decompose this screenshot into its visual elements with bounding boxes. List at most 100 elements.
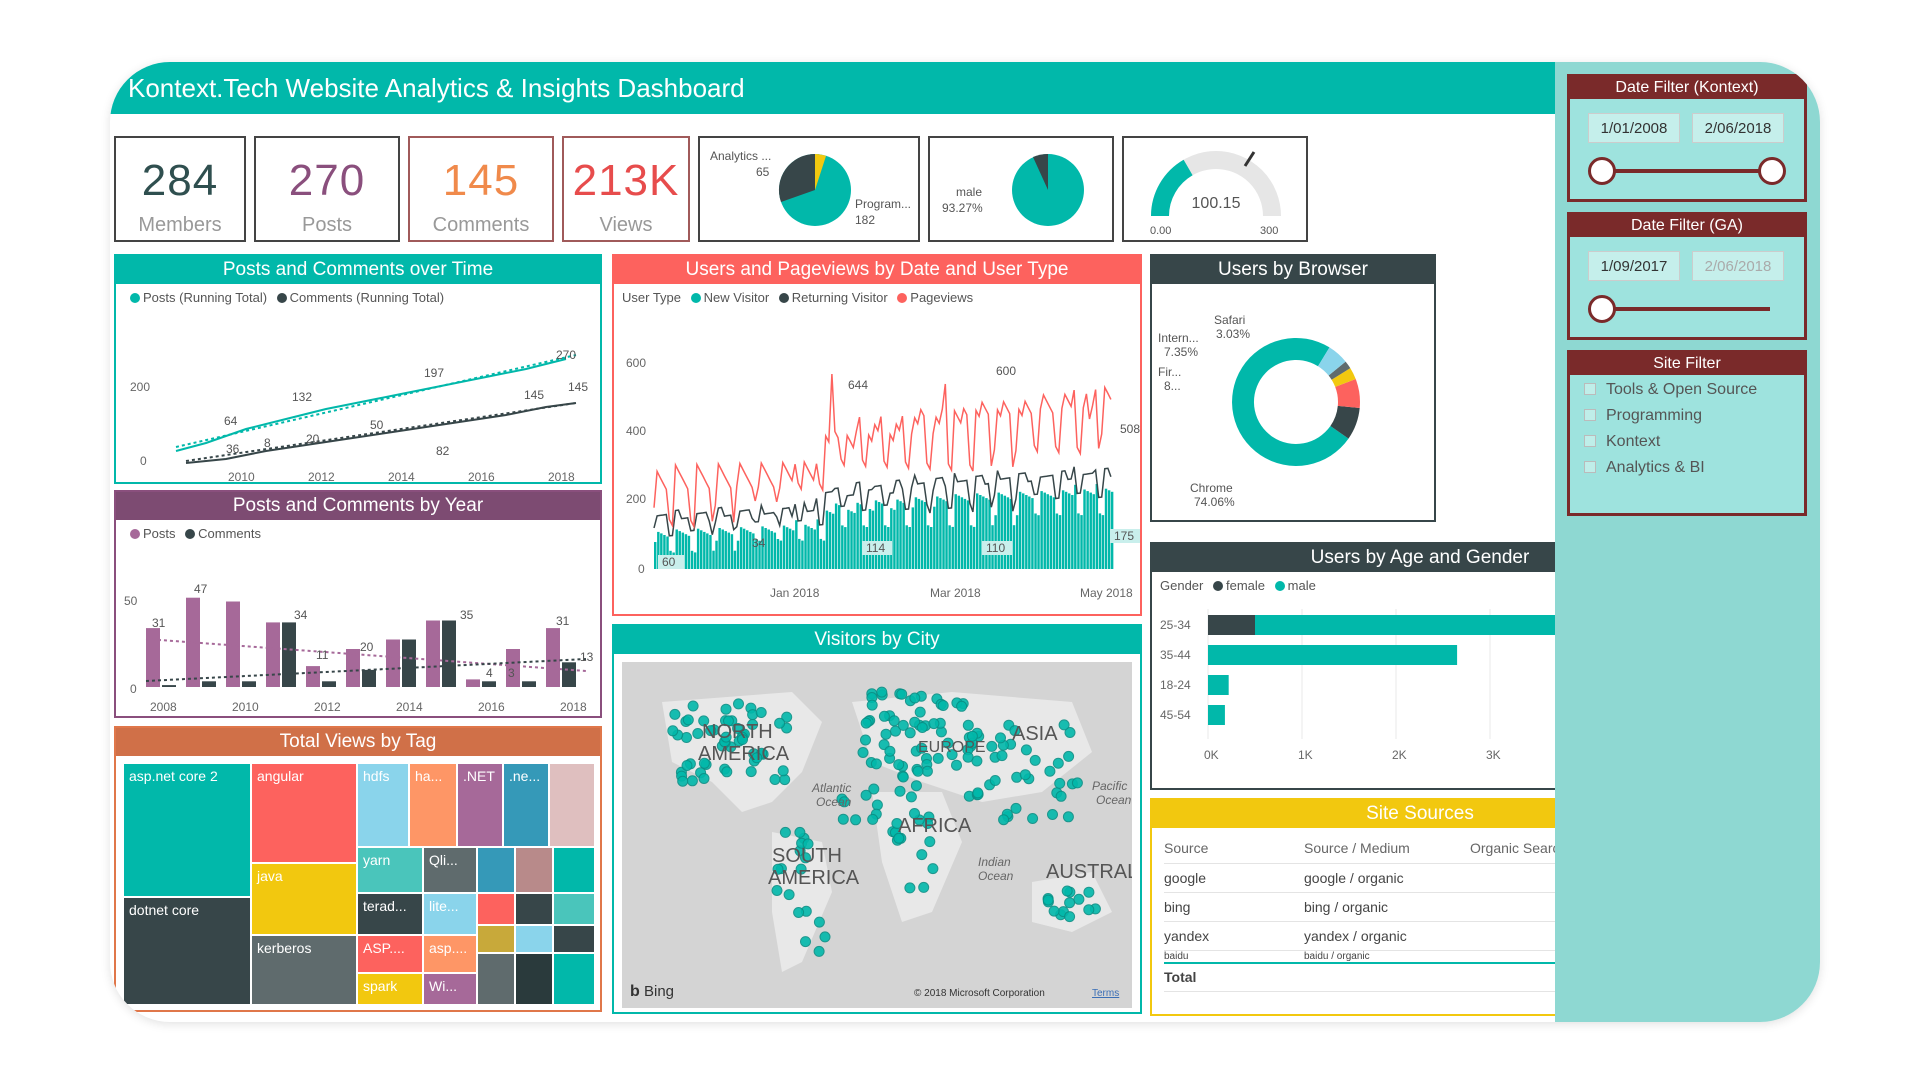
tag-aspnetcore2[interactable]: asp.net core 2 bbox=[124, 764, 250, 896]
tag-hdfs[interactable]: hdfs bbox=[358, 764, 408, 846]
kpi-members-card[interactable]: 284 Members bbox=[114, 136, 246, 242]
checkbox-icon[interactable] bbox=[1584, 409, 1596, 421]
new-visitor-bar bbox=[899, 501, 902, 569]
ga-slider-track[interactable] bbox=[1602, 307, 1770, 311]
comments-label-36: 36 bbox=[226, 442, 240, 456]
gauge-target bbox=[1243, 151, 1256, 167]
kpi-posts-card[interactable]: 270 Posts bbox=[254, 136, 400, 242]
tag-wi[interactable]: Wi... bbox=[424, 974, 476, 1004]
kpi-comments-card[interactable]: 145 Comments bbox=[408, 136, 554, 242]
legend-posts-label[interactable]: Posts bbox=[143, 526, 176, 541]
tag-block-10[interactable] bbox=[554, 926, 594, 952]
tag-block-12[interactable] bbox=[516, 954, 552, 1004]
tag-asp1[interactable]: ASP.... bbox=[358, 936, 422, 972]
city-dot bbox=[747, 719, 759, 730]
tag-block-2[interactable] bbox=[478, 848, 514, 892]
tag-angular[interactable]: angular bbox=[252, 764, 356, 862]
cell-source: google bbox=[1164, 863, 1304, 893]
header-medium[interactable]: Source / Medium bbox=[1304, 834, 1470, 864]
legend-comments-label[interactable]: Comments (Running Total) bbox=[289, 290, 445, 305]
site-option-kontext[interactable]: Kontext bbox=[1584, 433, 1804, 453]
ga-slider-start-handle[interactable] bbox=[1588, 295, 1616, 323]
legend-comments-label[interactable]: Comments bbox=[198, 526, 261, 541]
comments-bar bbox=[362, 669, 376, 687]
tag-yarn[interactable]: yarn bbox=[358, 848, 422, 892]
tag-ne[interactable]: .ne... bbox=[504, 764, 548, 846]
kontext-slider-start-handle[interactable] bbox=[1588, 157, 1616, 185]
tag-block-4[interactable] bbox=[554, 848, 594, 892]
users-by-date-chart: 600 400 200 0 Jan 2018 Mar 2018 May 2018… bbox=[626, 356, 1140, 600]
x-tick-2018: 2018 bbox=[560, 700, 587, 714]
new-visitor-bar bbox=[1098, 513, 1102, 569]
posts-by-year-bars bbox=[146, 597, 576, 687]
kpi-views-card[interactable]: 213K Views bbox=[562, 136, 690, 242]
tag-lite[interactable]: lite... bbox=[424, 894, 476, 934]
map-terms-link[interactable]: Terms bbox=[1092, 988, 1119, 999]
city-map[interactable]: NORTH AMERICA ASIA Atlantic Ocean Pacifi… bbox=[622, 662, 1132, 1008]
tag-terad[interactable]: terad... bbox=[358, 894, 422, 934]
male-bar bbox=[1208, 675, 1229, 695]
tag-java[interactable]: java bbox=[252, 864, 356, 934]
tag-block-9[interactable] bbox=[516, 926, 552, 952]
checkbox-icon[interactable] bbox=[1584, 383, 1596, 395]
legend-female[interactable]: female bbox=[1226, 578, 1266, 593]
city-dot bbox=[720, 731, 732, 743]
kontext-to-date-input[interactable]: 2/06/2018 bbox=[1692, 113, 1784, 143]
total-label: Total bbox=[1164, 962, 1304, 992]
category-pie-card[interactable]: Analytics ... 65 Program... 182 bbox=[698, 136, 920, 242]
kontext-slider-track[interactable] bbox=[1602, 169, 1770, 173]
age-cat-35-44: 35-44 bbox=[1160, 648, 1191, 662]
tag-block-8[interactable] bbox=[478, 926, 514, 952]
ga-from-date-input[interactable]: 1/09/2017 bbox=[1588, 251, 1680, 281]
kontext-slider-end-handle[interactable] bbox=[1758, 157, 1786, 185]
tag-kerberos[interactable]: kerberos bbox=[252, 936, 356, 1004]
tag-dotnet[interactable]: .NET bbox=[458, 764, 502, 846]
kpi-views-label: Views bbox=[599, 214, 653, 236]
tag-qli[interactable]: Qli... bbox=[424, 848, 476, 892]
site-option-tools[interactable]: Tools & Open Source bbox=[1584, 381, 1804, 401]
kpi-members-label: Members bbox=[138, 214, 222, 236]
browser-label-ie: Intern... bbox=[1158, 331, 1199, 345]
tag-spark[interactable]: spark bbox=[358, 974, 422, 1004]
gauge-card[interactable]: 100.15 0.00 300 bbox=[1122, 136, 1308, 242]
tag-block-13[interactable] bbox=[554, 954, 594, 1004]
tag-block-1[interactable] bbox=[550, 764, 594, 846]
legend-male[interactable]: male bbox=[1287, 578, 1316, 593]
legend-new-visitor[interactable]: New Visitor bbox=[703, 290, 770, 305]
city-dot bbox=[1027, 813, 1039, 824]
tag-block-11[interactable] bbox=[478, 954, 514, 1004]
legend-returning-visitor[interactable]: Returning Visitor bbox=[791, 290, 888, 305]
new-visitor-bar bbox=[681, 532, 685, 569]
ga-to-date-input[interactable]: 2/06/2018 bbox=[1692, 251, 1784, 281]
checkbox-icon[interactable] bbox=[1584, 435, 1596, 447]
checkbox-icon[interactable] bbox=[1584, 461, 1596, 473]
tag-block-5[interactable] bbox=[478, 894, 514, 924]
new-visitor-bar bbox=[1061, 490, 1065, 569]
bar-label-13: 13 bbox=[580, 650, 594, 664]
label-bg-110 bbox=[982, 541, 1012, 555]
new-visitor-bar bbox=[939, 498, 942, 569]
new-visitor-bar bbox=[825, 510, 829, 569]
city-dot bbox=[1029, 754, 1041, 766]
legend-posts-label[interactable]: Posts (Running Total) bbox=[143, 290, 268, 305]
tag-block-6[interactable] bbox=[516, 894, 552, 924]
map-label-indian: Indian bbox=[978, 855, 1011, 869]
tag-ha[interactable]: ha... bbox=[410, 764, 456, 846]
new-visitor-bar bbox=[877, 502, 881, 569]
site-option-programming[interactable]: Programming bbox=[1584, 407, 1804, 427]
world-map-svg: NORTH AMERICA ASIA Atlantic Ocean Pacifi… bbox=[630, 686, 1132, 1000]
site-option-analytics[interactable]: Analytics & BI bbox=[1584, 459, 1804, 479]
tag-dotnetcore[interactable]: dotnet core bbox=[124, 898, 250, 1004]
header-source[interactable]: Source bbox=[1164, 834, 1304, 864]
map-label-australia: AUSTRALIA bbox=[1046, 861, 1132, 883]
tag-block-3[interactable] bbox=[516, 848, 552, 892]
tag-asp2[interactable]: asp.... bbox=[424, 936, 476, 972]
new-visitor-bar bbox=[1037, 515, 1040, 570]
comments-label-20: 20 bbox=[306, 432, 320, 446]
kontext-from-date-input[interactable]: 1/01/2008 bbox=[1588, 113, 1680, 143]
new-visitor-bar bbox=[721, 529, 724, 569]
tag-block-7[interactable] bbox=[554, 894, 594, 924]
new-visitor-bar bbox=[764, 528, 767, 569]
gender-pie-card[interactable]: male 93.27% bbox=[928, 136, 1114, 242]
legend-pageviews[interactable]: Pageviews bbox=[910, 290, 974, 305]
